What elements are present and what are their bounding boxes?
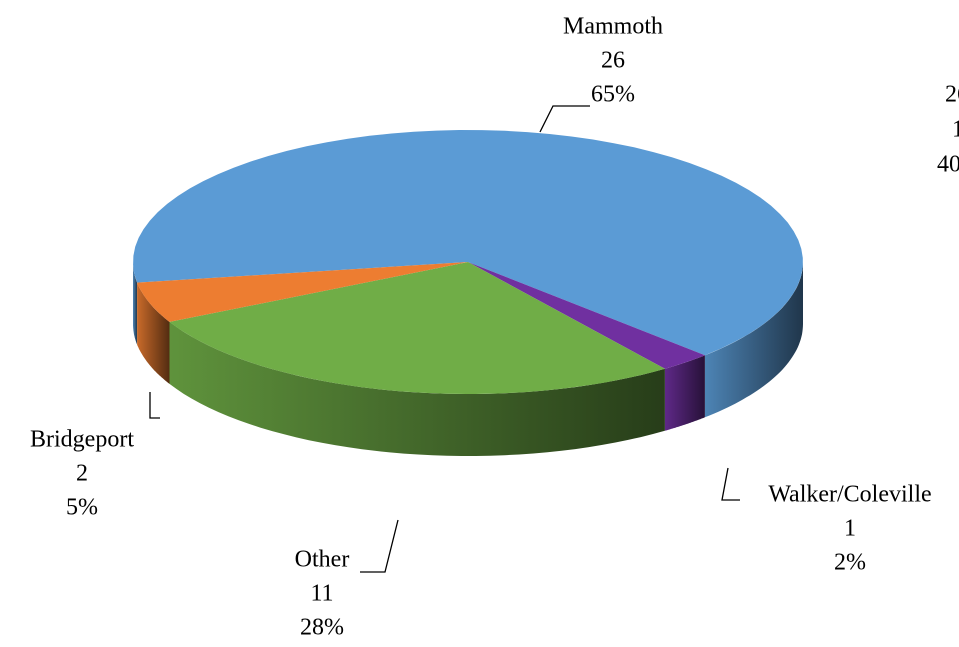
slice-side <box>704 262 803 418</box>
slice <box>137 262 468 322</box>
slice-side <box>133 262 138 345</box>
slice-label-value: 2 <box>76 461 88 487</box>
slice-label-name: Other <box>295 547 350 573</box>
slice-side <box>664 355 705 431</box>
slice-label-value: 26 <box>601 48 625 74</box>
slice-label-value: 11 <box>310 581 333 607</box>
pie-sides <box>133 262 803 456</box>
annotation: 26 - 4 <box>945 82 959 108</box>
leader-line <box>149 392 160 419</box>
leader-line <box>539 105 590 133</box>
slice-label-name: Bridgeport <box>30 427 134 453</box>
slice-label-percent: 2% <box>834 550 866 576</box>
annotation: 40 <box>937 152 959 178</box>
labels: 26 - 4 1 40 Mammoth 26 65% Walker/Coleville… <box>30 14 959 641</box>
slice-label-percent: 65% <box>591 82 635 108</box>
slice-side <box>137 282 170 384</box>
slice-side <box>169 321 665 456</box>
slice-label-name: Mammoth <box>563 14 663 40</box>
slice-label-percent: 5% <box>66 495 98 521</box>
slice-label-value: 1 <box>844 516 856 542</box>
slice <box>133 130 803 356</box>
slice <box>169 262 665 394</box>
slice <box>468 262 705 369</box>
slice-label-name: Walker/Coleville <box>768 482 931 508</box>
slice-label-percent: 28% <box>300 615 344 641</box>
leader-line <box>721 467 740 501</box>
leader-line <box>360 519 399 573</box>
pie-tops <box>133 130 803 394</box>
annotation: 1 <box>952 117 959 143</box>
